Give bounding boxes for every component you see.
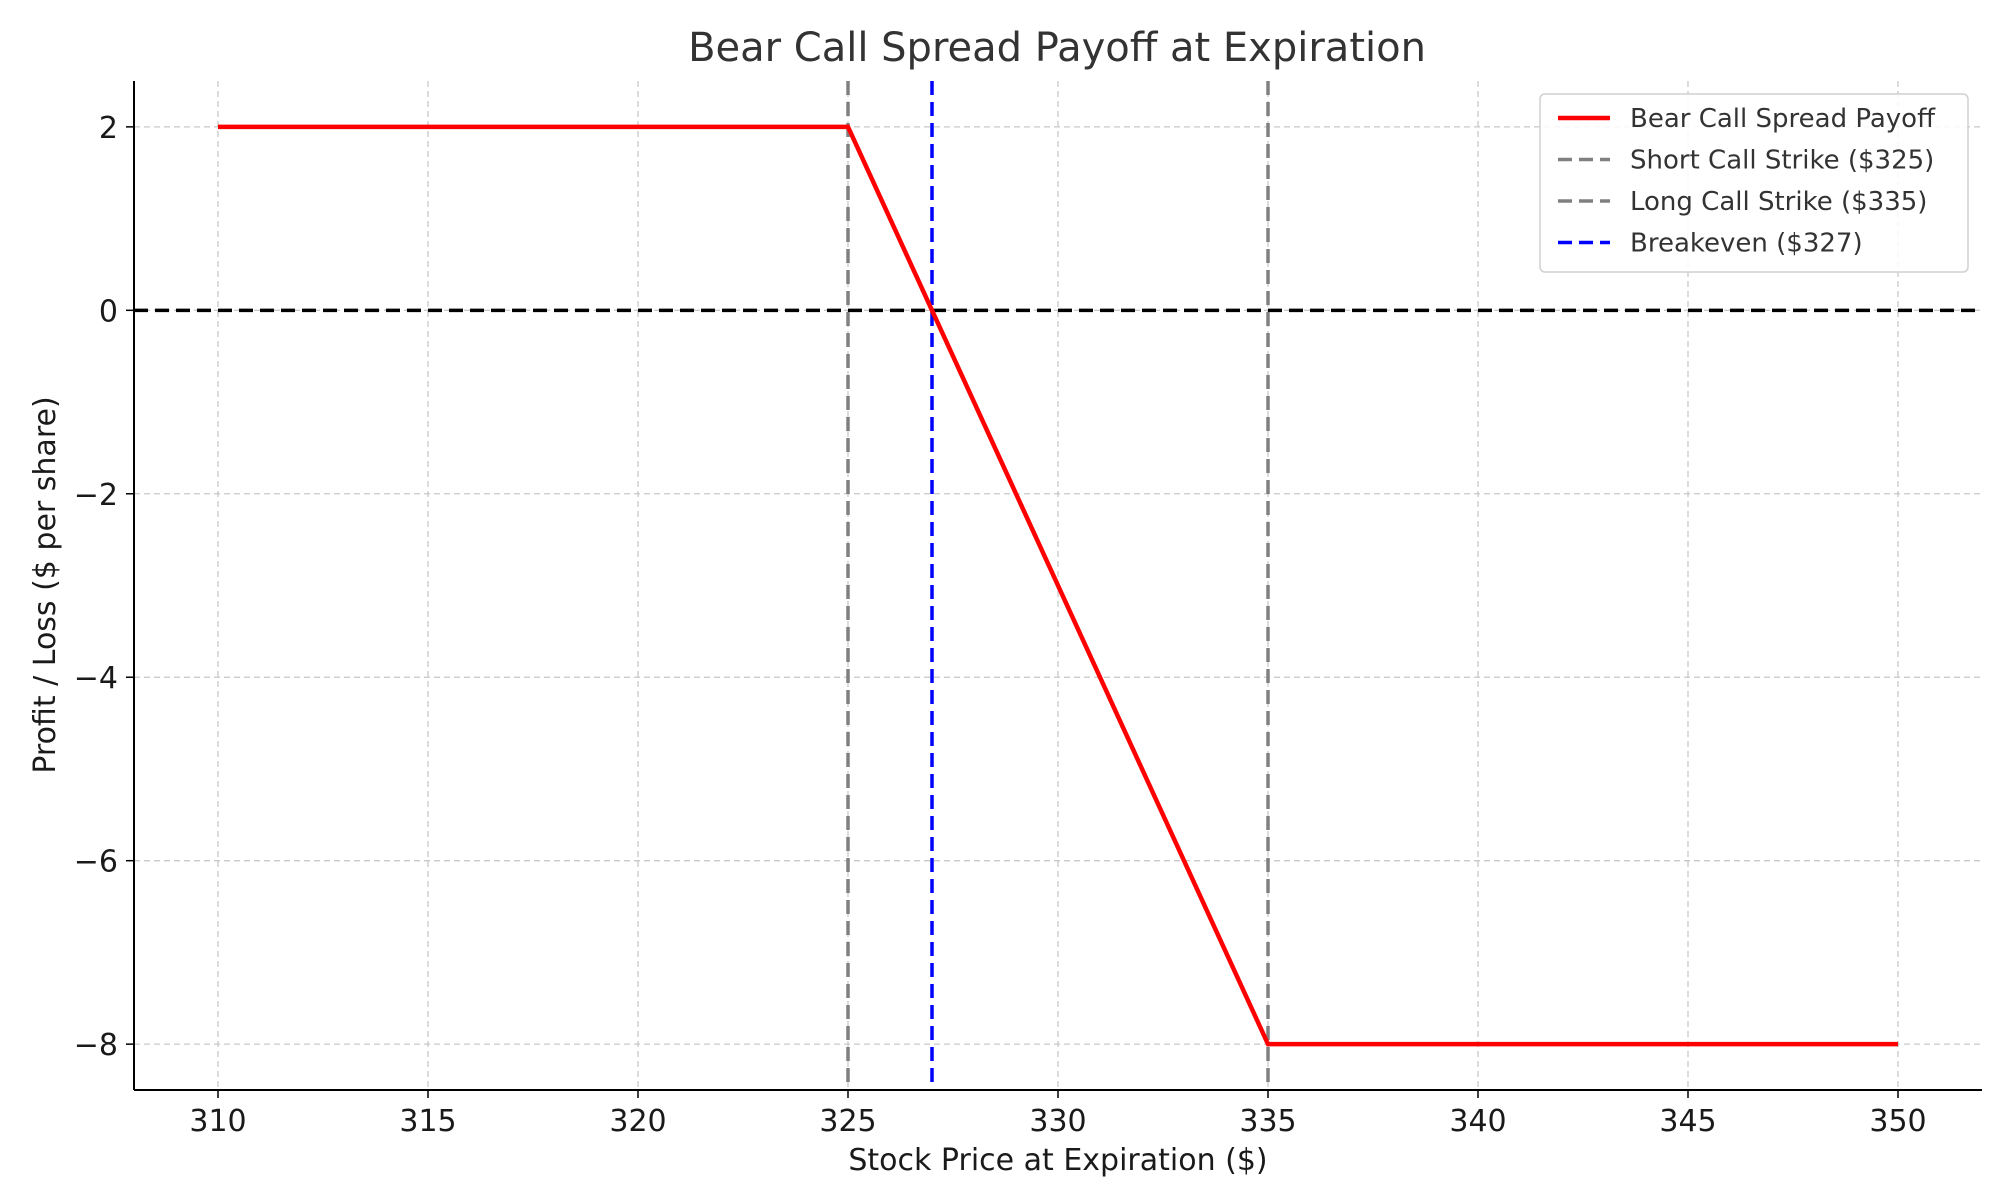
series-layer xyxy=(218,124,1898,1047)
x-ticks: 310 315 320 325 330 335 340 345 350 xyxy=(189,1090,1927,1139)
x-tick-label: 350 xyxy=(1869,1104,1926,1139)
x-tick-label: 330 xyxy=(1029,1104,1086,1139)
y-tick-label: 0 xyxy=(99,294,118,329)
legend-label: Bear Call Spread Payoff xyxy=(1630,104,1936,134)
x-tick-label: 320 xyxy=(609,1104,666,1139)
legend-box xyxy=(1539,93,1969,273)
x-tick-label: 340 xyxy=(1449,1104,1506,1139)
series-line-1 xyxy=(218,124,1898,1047)
y-tick-label: −8 xyxy=(74,1028,118,1063)
x-tick-label: 310 xyxy=(189,1104,246,1139)
y-tick-label: −4 xyxy=(74,661,118,696)
legend: Bear Call Spread Payoff Short Call Strike… xyxy=(1539,93,1969,273)
y-tick-label: −2 xyxy=(74,478,118,513)
x-tick-label: 345 xyxy=(1659,1104,1716,1139)
y-axis-label: Profit / Loss ($ per share) xyxy=(28,396,63,773)
x-tick-label: 315 xyxy=(399,1104,456,1139)
x-tick-label: 325 xyxy=(819,1104,876,1139)
legend-label: Breakeven ($327) xyxy=(1630,229,1863,259)
y-tick-label: −6 xyxy=(74,845,118,880)
legend-label: Long Call Strike ($335) xyxy=(1630,187,1927,217)
chart-title: Bear Call Spread Payoff at Expiration xyxy=(688,25,1426,71)
y-tick-label: 2 xyxy=(99,111,118,146)
y-ticks: 2 0 −2 −4 −6 −8 xyxy=(74,111,134,1063)
reference-lines xyxy=(134,81,1982,1090)
x-tick-label: 335 xyxy=(1239,1104,1296,1139)
legend-label: Short Call Strike ($325) xyxy=(1630,146,1934,176)
x-axis-label: Stock Price at Expiration ($) xyxy=(848,1143,1267,1178)
